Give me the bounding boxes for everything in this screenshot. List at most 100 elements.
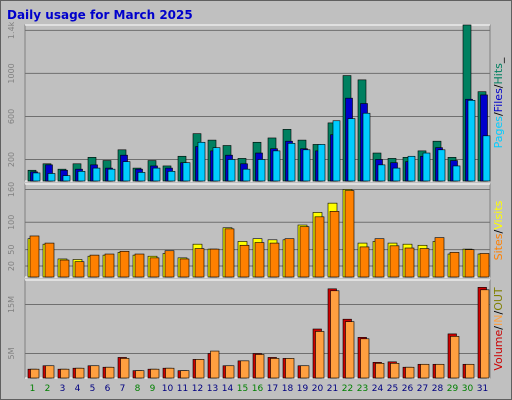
bar-sites: [194, 248, 205, 278]
y-tick-label: 5M: [7, 347, 16, 359]
x-tick-label: 3: [60, 384, 66, 394]
bar-pages: [47, 173, 56, 182]
bar-pages: [482, 135, 491, 182]
bar-in: [180, 370, 190, 379]
legend-separator: /: [492, 311, 505, 315]
bar-in: [30, 368, 40, 379]
bar-pages: [332, 120, 341, 182]
x-tick-label: 17: [267, 384, 278, 394]
legend-suffix: _: [492, 57, 505, 64]
bar-pages: [197, 141, 206, 182]
bar-sites: [89, 254, 100, 278]
bar-in: [60, 368, 70, 379]
x-tick-label: 1: [30, 384, 36, 394]
bar-in: [195, 359, 205, 379]
bar-sites: [419, 248, 430, 278]
bar-sites: [299, 226, 310, 278]
x-tick-label: 28: [432, 384, 444, 394]
x-tick-label: 9: [150, 384, 156, 394]
x-tick-label: 26: [402, 384, 414, 394]
legend-item: Hits: [492, 63, 505, 85]
bar-pages: [212, 147, 221, 182]
y-tick-label: 100: [7, 215, 16, 230]
bar-in: [435, 363, 445, 379]
bar-sites: [344, 190, 355, 278]
legend-item: Sites: [492, 233, 505, 260]
x-tick-label: 30: [462, 384, 474, 394]
bar-sites: [404, 247, 415, 278]
bar-in: [420, 363, 430, 379]
bar-pages: [62, 175, 71, 182]
bar-sites: [134, 253, 145, 278]
bar-in: [135, 370, 145, 379]
bar-pages: [137, 172, 146, 182]
x-tick-label: 7: [120, 384, 126, 394]
bar-in: [120, 358, 130, 379]
legend-separator: /: [492, 230, 505, 234]
x-tick-label: 15: [237, 384, 248, 394]
bar-pages: [467, 100, 476, 182]
bar-sites: [104, 253, 115, 278]
bar-pages: [152, 167, 161, 182]
bar-sites: [269, 242, 280, 278]
legend-separator: /: [492, 84, 505, 88]
bar-sites: [29, 235, 40, 278]
x-tick-label: 6: [105, 384, 111, 394]
x-tick-label: 23: [357, 384, 368, 394]
y-tick-label: 15M: [7, 296, 16, 313]
legend-separator: /: [492, 112, 505, 116]
bar-in: [150, 368, 160, 379]
x-tick-label: 14: [222, 384, 234, 394]
bar-pages: [122, 161, 131, 182]
x-tick-label: 10: [162, 384, 174, 394]
legend-item: Files: [492, 88, 505, 112]
bar-sites: [44, 242, 55, 278]
bar-in: [345, 321, 355, 379]
bar-in: [210, 350, 220, 379]
chart-title: Daily usage for March 2025: [7, 8, 193, 22]
x-tick-label: 31: [477, 384, 488, 394]
bar-pages: [302, 149, 311, 182]
bar-pages: [407, 155, 416, 182]
y-tick-label: 1.4k: [7, 21, 16, 39]
x-tick-label: 2: [45, 384, 51, 394]
bar-sites: [359, 246, 370, 278]
bar-in: [300, 365, 310, 379]
bar-sites: [59, 259, 70, 278]
x-tick-label: 27: [417, 384, 428, 394]
x-tick-label: 4: [75, 384, 81, 394]
x-tick-label: 8: [135, 384, 141, 394]
bar-in: [390, 362, 400, 379]
x-tick-label: 29: [447, 384, 459, 394]
x-tick-label: 24: [372, 384, 384, 394]
bar-sites: [179, 258, 190, 278]
bar-pages: [257, 159, 266, 182]
bar-sites: [74, 261, 85, 278]
bar-in: [105, 366, 115, 379]
bar-in: [270, 358, 280, 379]
bar-pages: [392, 167, 401, 182]
bar-in: [330, 290, 340, 379]
bar-sites: [284, 238, 295, 278]
bar-pages: [182, 162, 191, 182]
bar-in: [315, 331, 325, 379]
bar-in: [465, 363, 475, 379]
bar-sites: [389, 245, 400, 278]
bar-pages: [77, 171, 86, 182]
x-tick-label: 13: [207, 384, 218, 394]
bar-sites: [374, 238, 385, 278]
legend-item: Volume: [492, 329, 505, 370]
legend-hits: Pages/Files/Hits_: [492, 57, 505, 148]
bar-in: [75, 367, 85, 379]
bar-pages: [377, 164, 386, 182]
legend-item: OUT: [492, 287, 505, 311]
bar-pages: [347, 118, 356, 182]
bar-pages: [107, 168, 116, 182]
legend-item: IN: [492, 315, 505, 326]
x-tick-label: 19: [297, 384, 309, 394]
bar-in: [165, 367, 175, 379]
bar-in: [450, 336, 460, 379]
bar-in: [285, 358, 295, 379]
x-tick-label: 12: [192, 384, 203, 394]
bar-pages: [287, 143, 296, 182]
